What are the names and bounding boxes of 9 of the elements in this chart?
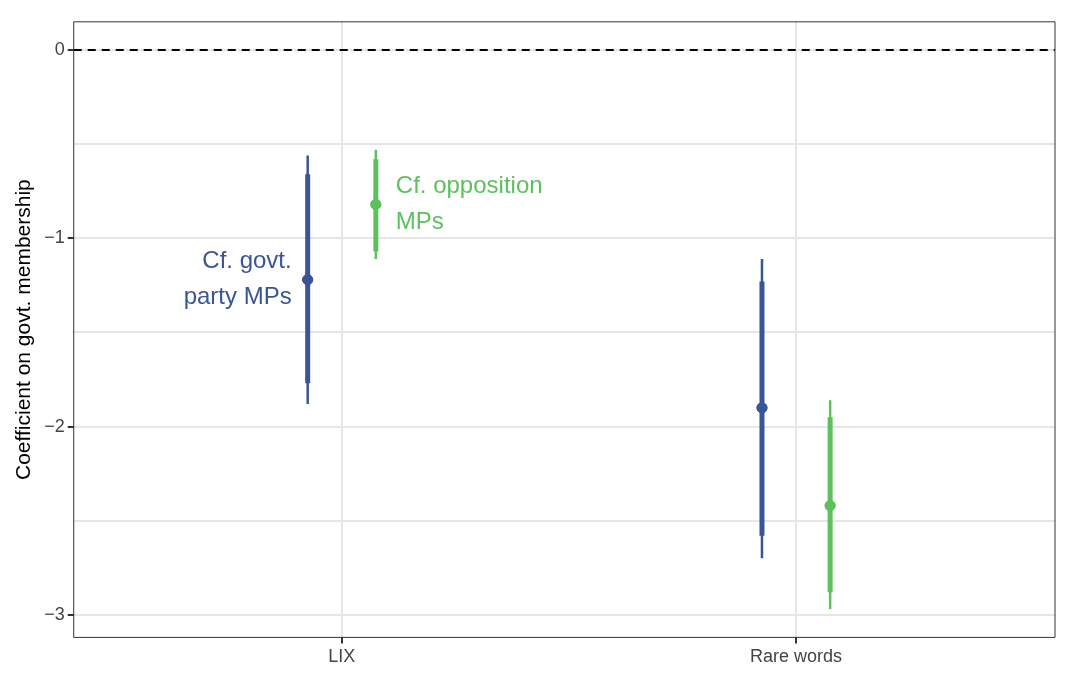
y-tick-label: −2: [44, 415, 65, 436]
y-tick-label: −1: [44, 227, 65, 248]
series-label: Cf. govt. party MPs: [183, 246, 292, 310]
x-tick-label: LIX: [328, 646, 356, 667]
y-tick-label: 0: [54, 39, 65, 60]
y-tick-label: −3: [44, 603, 65, 624]
y-axis-title: Coefficient on govt. membership: [11, 179, 35, 480]
series-label: Cf. opposition MPs: [395, 171, 543, 235]
x-tick-label: Rare words: [750, 646, 843, 667]
